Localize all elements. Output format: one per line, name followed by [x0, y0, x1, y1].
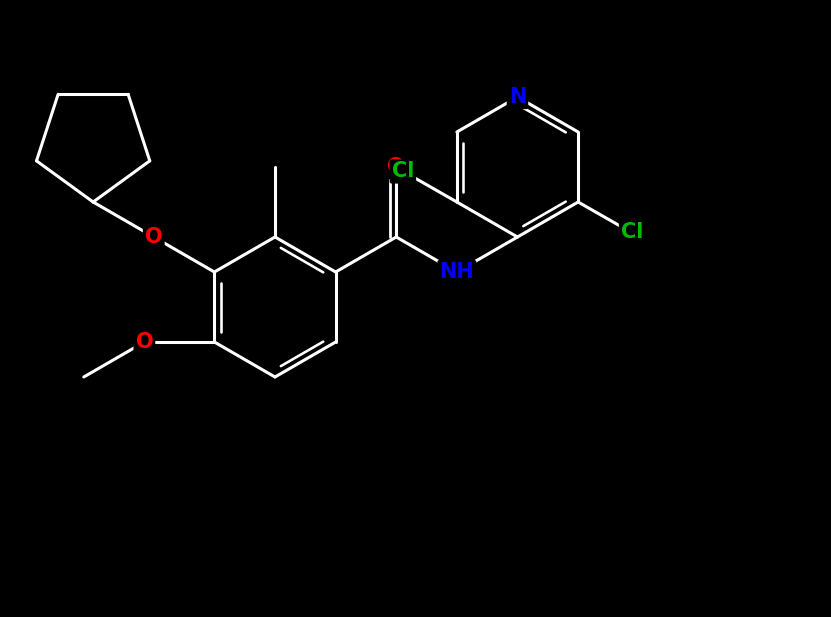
Text: N: N [509, 87, 526, 107]
Text: NH: NH [440, 262, 475, 282]
Text: O: O [387, 157, 405, 177]
Text: O: O [145, 227, 163, 247]
Text: Cl: Cl [391, 162, 414, 181]
Text: O: O [135, 332, 153, 352]
Text: Cl: Cl [621, 223, 643, 242]
